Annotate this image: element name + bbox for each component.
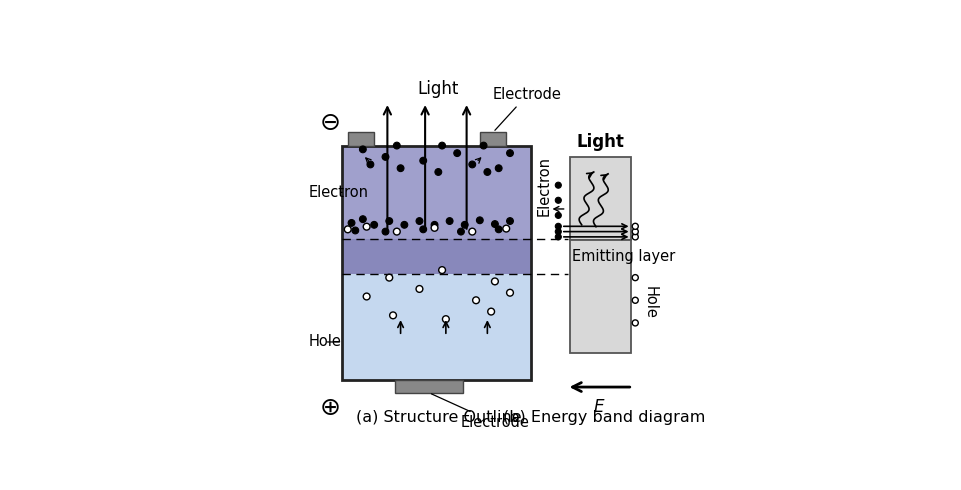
Circle shape xyxy=(431,221,437,228)
Text: (b) Energy band diagram: (b) Energy band diagram xyxy=(503,410,704,425)
Circle shape xyxy=(367,161,374,168)
Circle shape xyxy=(468,161,475,168)
Circle shape xyxy=(397,165,404,172)
Circle shape xyxy=(554,228,560,235)
Circle shape xyxy=(415,286,423,293)
Bar xyxy=(342,146,530,239)
Circle shape xyxy=(554,182,560,188)
Circle shape xyxy=(495,226,502,233)
Circle shape xyxy=(363,293,370,300)
Text: (a) Structure Outline: (a) Structure Outline xyxy=(356,410,521,425)
Circle shape xyxy=(554,234,560,240)
Circle shape xyxy=(382,153,388,160)
Bar xyxy=(342,274,530,379)
Circle shape xyxy=(442,316,449,322)
Circle shape xyxy=(401,221,407,228)
Circle shape xyxy=(352,227,358,234)
Circle shape xyxy=(457,228,464,235)
Circle shape xyxy=(631,320,637,326)
Circle shape xyxy=(487,308,494,315)
Bar xyxy=(570,240,630,353)
Text: Hole: Hole xyxy=(642,286,657,318)
Circle shape xyxy=(382,228,388,235)
Circle shape xyxy=(483,169,490,175)
Circle shape xyxy=(491,220,498,227)
Circle shape xyxy=(491,278,498,285)
Text: Light: Light xyxy=(576,133,624,151)
Circle shape xyxy=(419,157,426,164)
Text: $\oplus$: $\oplus$ xyxy=(318,396,339,420)
Circle shape xyxy=(359,146,366,153)
Circle shape xyxy=(348,220,355,226)
Circle shape xyxy=(495,165,502,172)
Text: Electron: Electron xyxy=(536,156,551,216)
Circle shape xyxy=(393,228,400,235)
Text: $E$: $E$ xyxy=(593,398,605,416)
Circle shape xyxy=(431,224,437,231)
Circle shape xyxy=(385,274,392,281)
Text: Electrode: Electrode xyxy=(492,87,561,130)
Circle shape xyxy=(419,226,426,233)
Circle shape xyxy=(631,297,637,303)
Bar xyxy=(395,379,462,392)
Circle shape xyxy=(438,267,445,273)
Circle shape xyxy=(554,212,560,219)
Circle shape xyxy=(554,197,560,203)
Circle shape xyxy=(631,274,637,281)
Circle shape xyxy=(389,312,396,319)
Text: Electron: Electron xyxy=(308,185,368,200)
Circle shape xyxy=(506,150,513,156)
Circle shape xyxy=(385,218,392,224)
Bar xyxy=(480,132,505,146)
Text: Emitting layer: Emitting layer xyxy=(572,249,675,264)
Circle shape xyxy=(476,217,482,223)
Text: Light: Light xyxy=(417,80,458,98)
Circle shape xyxy=(631,228,637,235)
Bar xyxy=(570,157,630,240)
Circle shape xyxy=(631,223,637,229)
Circle shape xyxy=(631,234,637,240)
Text: Hole: Hole xyxy=(308,335,340,349)
Circle shape xyxy=(480,142,486,149)
Circle shape xyxy=(506,289,513,296)
Circle shape xyxy=(461,221,468,228)
Circle shape xyxy=(506,218,513,224)
Circle shape xyxy=(363,223,370,230)
Circle shape xyxy=(370,221,377,228)
Text: $\ominus$: $\ominus$ xyxy=(318,111,339,135)
Circle shape xyxy=(454,150,460,156)
Circle shape xyxy=(446,218,453,224)
Circle shape xyxy=(554,223,560,229)
Circle shape xyxy=(344,226,351,233)
Bar xyxy=(342,239,530,274)
Bar xyxy=(348,132,374,146)
Circle shape xyxy=(472,297,479,304)
Circle shape xyxy=(415,218,423,224)
Circle shape xyxy=(393,142,400,149)
Text: Electrode: Electrode xyxy=(431,394,530,430)
Circle shape xyxy=(438,142,445,149)
Circle shape xyxy=(468,228,475,235)
Bar xyxy=(342,146,530,379)
Circle shape xyxy=(359,216,366,222)
Circle shape xyxy=(434,169,441,175)
Circle shape xyxy=(503,225,509,232)
